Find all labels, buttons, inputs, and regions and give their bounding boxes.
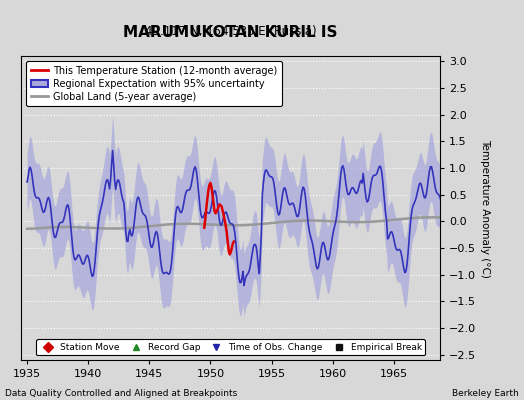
Text: Berkeley Earth: Berkeley Earth [452, 389, 519, 398]
Title: MARUMUKOTAN KURIL IS: MARUMUKOTAN KURIL IS [123, 24, 338, 40]
Legend: Station Move, Record Gap, Time of Obs. Change, Empirical Break: Station Move, Record Gap, Time of Obs. C… [36, 339, 425, 356]
Y-axis label: Temperature Anomaly (°C): Temperature Anomaly (°C) [480, 138, 490, 278]
Text: Data Quality Controlled and Aligned at Breakpoints: Data Quality Controlled and Aligned at B… [5, 389, 237, 398]
Text: 49.117 N, 154.533 E (Russia): 49.117 N, 154.533 E (Russia) [145, 25, 316, 38]
